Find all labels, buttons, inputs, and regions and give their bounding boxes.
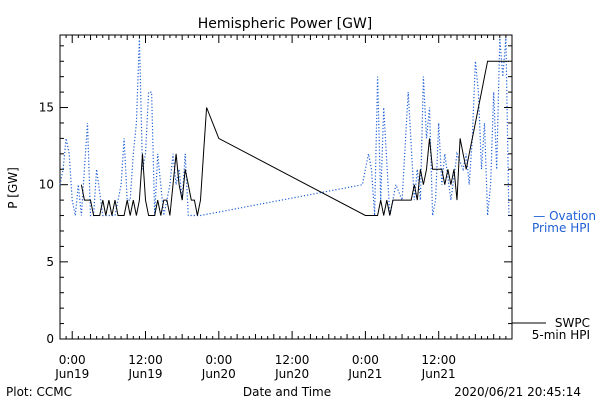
y-axis-label: P [GW]: [6, 167, 20, 209]
y-tick-label: 15: [39, 101, 54, 115]
series-line-swpc-5min-hpi: [80, 60, 509, 216]
x-tick-date-label: Jun21: [347, 367, 382, 381]
x-axis-label: Date and Time: [243, 385, 331, 399]
legend-ovation-line1: — Ovation: [533, 209, 596, 223]
legend: — Ovation Prime HPI SWPC 5-min HPI: [512, 209, 596, 342]
legend-ovation-line2: Prime HPI: [532, 221, 590, 235]
x-tick-date-label: Jun19: [127, 367, 162, 381]
series-line-ovation-prime-hpi: [59, 38, 510, 217]
y-axis-ticks: 0 5 10 15: [39, 45, 512, 346]
series-layer: [59, 38, 510, 217]
y-tick-label: 10: [39, 178, 54, 192]
x-tick-date-label: Jun20: [274, 367, 309, 381]
x-tick-time-label: 0:00: [205, 353, 232, 367]
x-tick-time-label: 12:00: [275, 353, 310, 367]
x-tick-date-label: Jun19: [54, 367, 89, 381]
x-tick-date-label: Jun21: [421, 367, 456, 381]
footer-plot-credit: Plot: CCMC: [6, 385, 72, 399]
plot-frame: [59, 34, 513, 340]
footer-timestamp: 2020/06/21 20:45:14: [454, 385, 581, 399]
x-tick-time-label: 12:00: [128, 353, 163, 367]
x-tick-time-label: 0:00: [352, 353, 379, 367]
x-tick-date-label: Jun20: [201, 367, 236, 381]
y-tick-label: 0: [46, 332, 54, 346]
legend-swpc-line1: SWPC: [555, 316, 590, 330]
x-tick-time-label: 0:00: [59, 353, 86, 367]
chart-title: Hemispheric Power [GW]: [198, 16, 373, 32]
x-axis-ticks: 0:00Jun1912:00Jun190:00Jun2012:00Jun200:…: [54, 35, 507, 381]
x-tick-time-label: 12:00: [421, 353, 456, 367]
legend-swpc-line2: 5-min HPI: [532, 328, 590, 342]
y-tick-label: 5: [46, 255, 54, 269]
